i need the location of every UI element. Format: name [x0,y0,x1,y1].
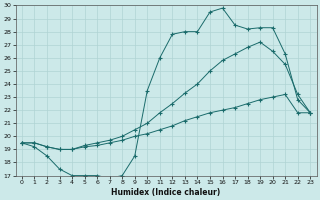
X-axis label: Humidex (Indice chaleur): Humidex (Indice chaleur) [111,188,221,197]
